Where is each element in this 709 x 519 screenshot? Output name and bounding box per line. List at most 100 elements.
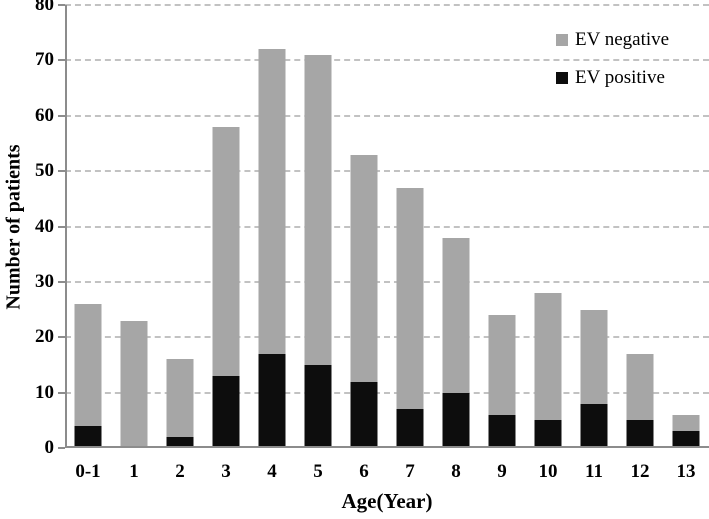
bar-slot-age-9 [479,5,525,448]
segment-ev-negative-age-0-1 [74,304,102,426]
segment-ev-positive-age-12 [626,420,654,448]
bar-age-5 [304,54,332,448]
ev-positive-swatch-icon [556,72,568,84]
bar-slot-age-4 [249,5,295,448]
legend-item-ev-negative: EV negative [556,29,669,51]
bar-slot-age-0-1 [65,5,111,448]
y-tick-label-0: 0 [44,437,55,458]
x-tick-label-1: 1 [129,461,139,482]
y-tick-mark-30 [58,280,65,283]
x-tick-label-10: 10 [538,461,558,482]
segment-ev-positive-age-11 [580,403,608,448]
bar-slot-age-3 [203,5,249,448]
segment-ev-negative-age-13 [672,414,700,432]
segment-ev-negative-age-5 [304,54,332,365]
bar-age-11 [580,309,608,448]
x-tick-label-3: 3 [221,461,231,482]
x-tick-label-7: 7 [405,461,415,482]
y-tick-label-50: 50 [35,160,54,182]
gridline-10 [65,391,709,394]
y-tick-label-30: 30 [35,270,54,292]
bar-age-10 [534,292,562,448]
bar-age-3 [212,126,240,448]
bar-age-8 [442,237,470,448]
y-tick-label-80: 80 [35,0,54,15]
segment-ev-negative-age-9 [488,315,516,415]
gridline-60 [65,114,709,117]
plot-area [65,4,709,448]
gridline-80 [65,4,709,6]
segment-ev-positive-age-3 [212,376,240,448]
x-tick-label-12: 12 [630,461,650,482]
bar-age-4 [258,49,286,448]
segment-ev-negative-age-8 [442,237,470,393]
x-tick-label-0-1: 0-1 [75,461,101,482]
x-tick-label-9: 9 [497,461,507,482]
legend: EV negative EV positive [556,29,669,89]
legend-label-ev-negative: EV negative [575,29,670,50]
bar-age-2 [166,359,194,448]
y-tick-mark-60 [58,114,65,117]
segment-ev-negative-age-3 [212,126,240,377]
bar-slot-age-2 [157,5,203,448]
x-tick-label-11: 11 [585,461,603,482]
y-tick-mark-0 [58,447,65,449]
y-tick-label-10: 10 [35,381,54,403]
x-tick-label-5: 5 [313,461,323,482]
x-axis-line [65,446,709,448]
y-axis-line [65,5,67,448]
segment-ev-positive-age-7 [396,409,424,448]
segment-ev-negative-age-10 [534,292,562,421]
bar-age-7 [396,187,424,448]
x-tick-label-2: 2 [175,461,185,482]
y-tick-mark-50 [58,170,65,173]
gridline-70 [65,59,709,62]
x-tick-label-8: 8 [451,461,461,482]
x-tick-label-13: 13 [676,461,696,482]
legend-label-ev-positive: EV positive [575,67,665,88]
bar-slot-age-5 [295,5,341,448]
y-tick-mark-10 [58,391,65,394]
segment-ev-negative-age-1 [120,320,148,448]
y-tick-label-20: 20 [35,326,54,348]
bar-slot-age-8 [433,5,479,448]
y-tick-mark-40 [58,225,65,228]
y-tick-label-70: 70 [35,49,54,71]
y-tick-label-60: 60 [35,104,54,126]
x-tick-label-4: 4 [267,461,277,482]
bar-age-9 [488,315,516,448]
segment-ev-positive-age-2 [166,436,194,448]
ev-negative-swatch-icon [556,34,568,46]
bar-slot-age-6 [341,5,387,448]
segment-ev-negative-age-2 [166,359,194,437]
bar-slot-age-10 [525,5,571,448]
bar-slot-age-13 [663,5,709,448]
legend-item-ev-positive: EV positive [556,67,669,89]
bar-slot-age-12 [617,5,663,448]
bar-slot-age-1 [111,5,157,448]
y-tick-label-40: 40 [35,215,54,237]
segment-ev-positive-age-9 [488,414,516,448]
segment-ev-negative-age-12 [626,353,654,421]
y-tick-mark-80 [58,4,65,6]
segment-ev-negative-age-4 [258,49,286,354]
segment-ev-positive-age-5 [304,364,332,448]
segment-ev-positive-age-13 [672,431,700,448]
x-axis-title: Age(Year) [341,489,433,513]
x-tick-label-6: 6 [359,461,369,482]
y-tick-mark-20 [58,336,65,339]
bar-slot-age-11 [571,5,617,448]
segment-ev-positive-age-4 [258,353,286,448]
segment-ev-positive-age-0-1 [74,425,102,448]
y-tick-mark-70 [58,59,65,62]
segment-ev-negative-age-7 [396,187,424,410]
gridline-40 [65,225,709,228]
segment-ev-positive-age-8 [442,392,470,448]
segment-ev-negative-age-11 [580,309,608,404]
segment-ev-positive-age-6 [350,381,378,448]
bar-slot-age-7 [387,5,433,448]
gridline-30 [65,280,709,283]
gridline-50 [65,170,709,173]
bar-age-1 [120,320,148,448]
